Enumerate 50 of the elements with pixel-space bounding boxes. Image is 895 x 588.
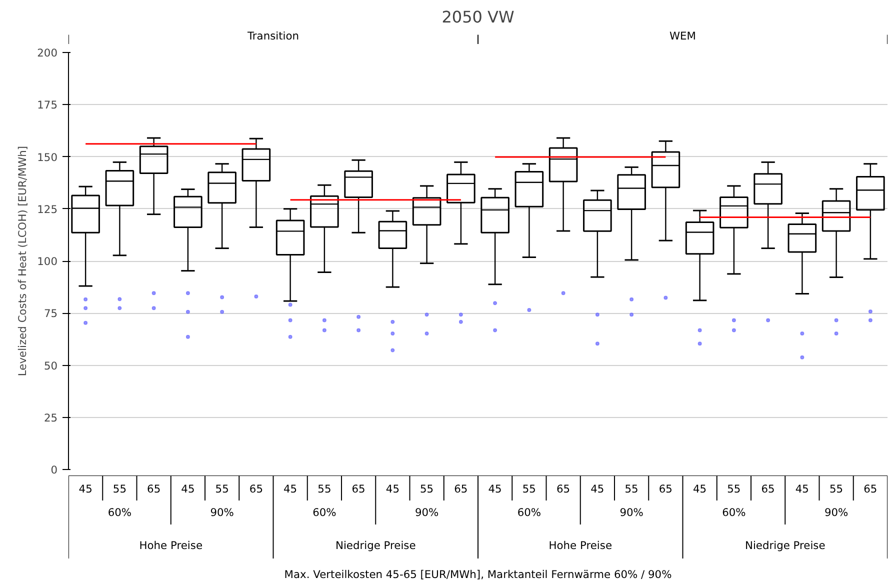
- y-tick-label: 100: [37, 255, 58, 268]
- x-tick-label: 65: [352, 482, 366, 496]
- y-tick-label: 200: [37, 46, 58, 60]
- text: 60%: [722, 506, 746, 519]
- text: 60%: [312, 506, 336, 519]
- x-tick-label: 45: [181, 482, 195, 496]
- x-tick-label: 45: [795, 482, 809, 496]
- text: Niedrige Preise: [744, 539, 826, 552]
- x-tick-label: 55: [830, 482, 844, 496]
- x-tick-label: 65: [556, 482, 570, 496]
- x-tick-label: 45: [386, 482, 400, 496]
- x-tick-label: 55: [215, 482, 229, 496]
- text: Hohe Preise: [548, 539, 612, 552]
- x-tick-label: 65: [761, 482, 775, 496]
- y-tick-label: 150: [37, 150, 58, 164]
- x-tick-label: 45: [590, 482, 604, 496]
- x-tick-label: 45: [284, 482, 298, 496]
- chart-title: 2050 VW: [442, 8, 514, 26]
- y-tick-label: 0: [50, 464, 58, 476]
- text: 90%: [414, 506, 439, 519]
- x-tick-label: 55: [318, 482, 332, 496]
- x-tick-label: 65: [147, 482, 161, 496]
- x-tick-label: 65: [249, 482, 263, 496]
- x-tick-label: 45: [78, 482, 92, 496]
- text: WEM: [670, 30, 696, 43]
- x-tick-label: 55: [420, 482, 434, 496]
- x-tick-label: 65: [864, 482, 878, 496]
- y-tick-label: 175: [37, 98, 58, 112]
- text: 90%: [210, 506, 234, 519]
- x-tick-label: 45: [693, 482, 707, 496]
- x-tick-label: 55: [112, 482, 126, 496]
- text: 90%: [620, 506, 644, 519]
- text: Max. Verteilkosten 45-65 [EUR/MWh], Marktanteil Fernwärme 60% / 90%: [284, 568, 672, 581]
- text: 90%: [824, 506, 848, 519]
- y-tick-label: 75: [44, 307, 58, 320]
- x-tick-label: 55: [624, 482, 638, 496]
- y-tick-label: 125: [37, 202, 58, 216]
- y-tick-label: 25: [44, 411, 58, 424]
- x-tick-label: 55: [522, 482, 536, 496]
- x-tick-label: 45: [488, 482, 502, 496]
- x-tick-label: 65: [658, 482, 672, 496]
- x-tick-label: 55: [727, 482, 741, 496]
- text: Transition: [246, 30, 300, 43]
- text: Hohe Preise: [139, 539, 203, 552]
- x-tick-label: 65: [454, 482, 468, 496]
- y-axis-title: Levelized Costs of Heat (LCOH) [EUR/MWh]: [16, 146, 30, 376]
- text: 60%: [108, 506, 132, 519]
- text: 60%: [517, 506, 542, 519]
- y-tick-label: 50: [44, 359, 58, 372]
- text: Niedrige Preise: [335, 539, 416, 552]
